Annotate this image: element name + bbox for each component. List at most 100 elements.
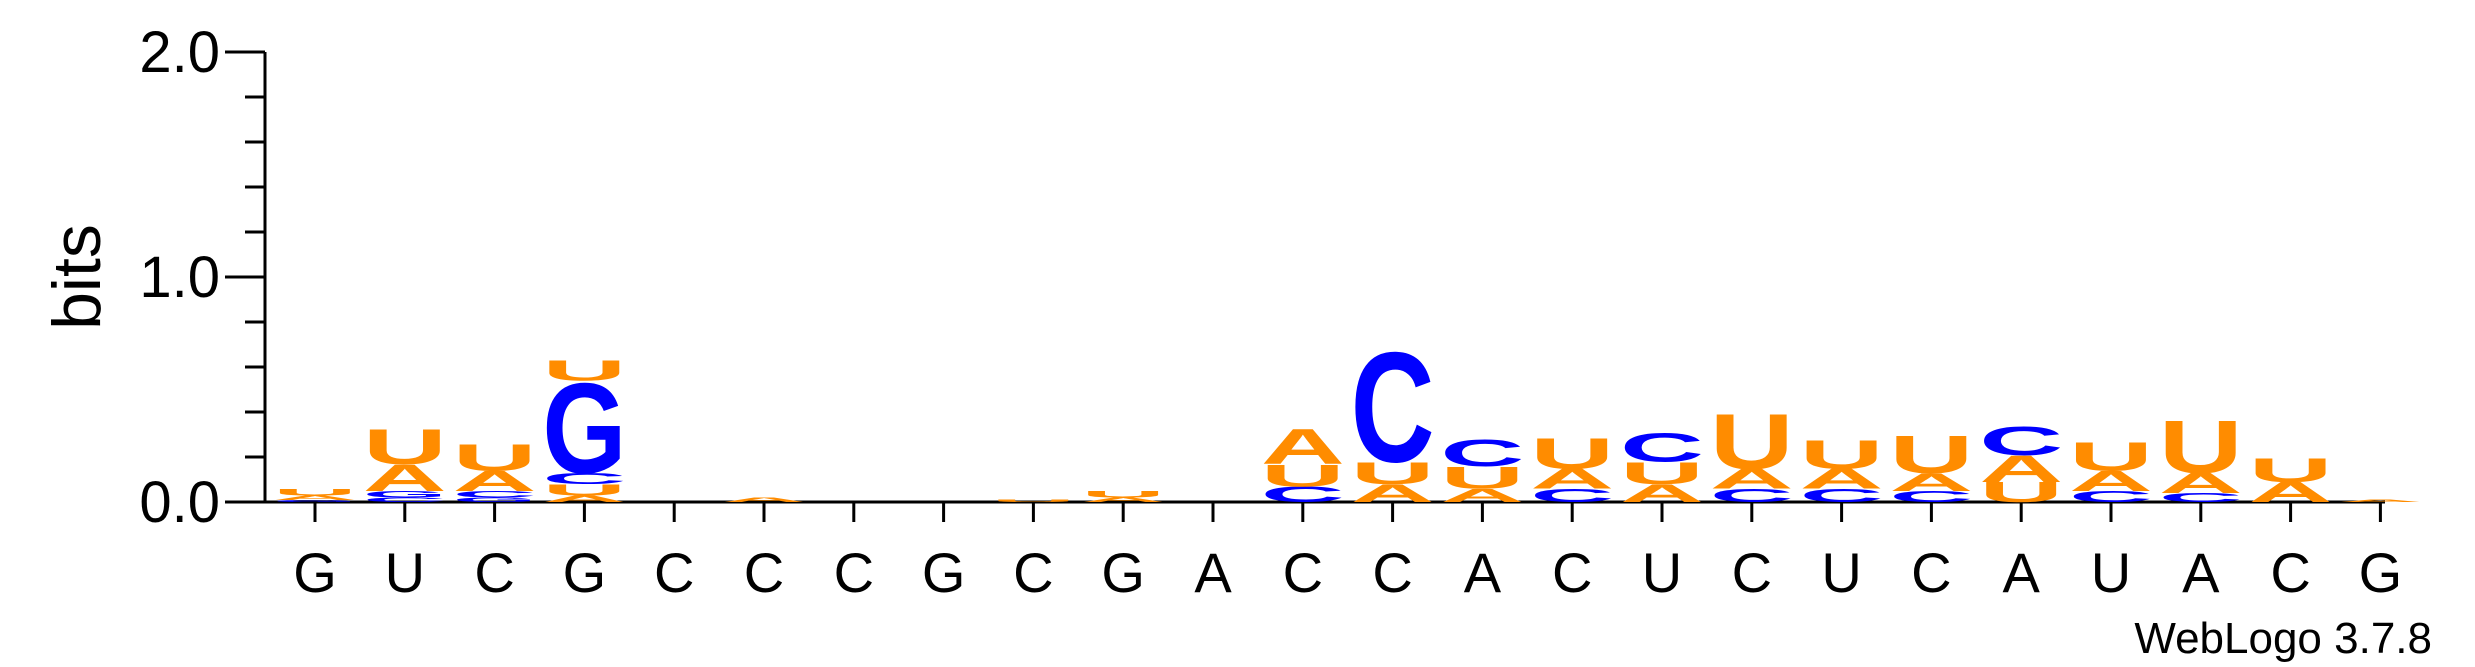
- logo-letter: G: [363, 489, 447, 499]
- logo-letter: C: [2159, 491, 2243, 505]
- logo-letter: C: [1530, 485, 1614, 506]
- x-tick-label: G: [293, 541, 337, 604]
- logo-letter: U: [1889, 425, 1973, 485]
- x-tick-label: C: [654, 541, 694, 604]
- logo-column: CUA: [1261, 418, 1345, 506]
- logo-letter: C: [1261, 482, 1345, 507]
- logo-letter: A: [1620, 479, 1704, 507]
- logo-letter: C: [1889, 488, 1973, 506]
- logo-letter: G: [273, 499, 357, 502]
- x-tick-label: G: [922, 541, 966, 604]
- x-tick-label: G: [2359, 541, 2403, 604]
- logo-letter: A: [273, 494, 357, 501]
- logo-letter: C: [363, 496, 447, 503]
- logo-column: CAU: [2159, 404, 2243, 504]
- x-tick-label: C: [474, 541, 514, 604]
- logo-letter: G: [453, 496, 537, 503]
- x-tick-label: U: [385, 541, 425, 604]
- logo-letter: A: [1530, 463, 1614, 495]
- logo-letter: C: [1440, 432, 1524, 474]
- logo-letter: A: [722, 496, 806, 503]
- logo-letter: C: [2069, 488, 2153, 506]
- logo-letter: U: [1979, 476, 2063, 508]
- logo-column: AUC: [1351, 321, 1435, 508]
- logo-letter: U: [1620, 456, 1704, 491]
- x-tick-label: C: [1283, 541, 1323, 604]
- y-tick-label: 0.0: [139, 470, 220, 535]
- x-tick-label: C: [1013, 541, 1053, 604]
- y-axis-label: bits: [39, 224, 115, 330]
- logo-letter: C: [1800, 485, 1884, 506]
- logo-letter: U: [1530, 428, 1614, 478]
- logo-column: AU: [1081, 489, 1165, 503]
- logo-column: GAU: [273, 487, 357, 503]
- x-tick-label: C: [1552, 541, 1592, 604]
- y-tick-label: 2.0: [139, 20, 220, 85]
- y-tick-label: 1.0: [139, 245, 220, 310]
- logo-letter: U: [2159, 404, 2243, 489]
- logo-letter: G: [542, 357, 626, 501]
- logo-letter: A: [1440, 485, 1524, 506]
- x-tick-label: C: [744, 541, 784, 604]
- y-ticks: 0.0 1.0 2.0: [139, 20, 265, 535]
- logo-letter: C: [1351, 321, 1435, 496]
- logo-letter: U: [273, 487, 357, 498]
- weblogo-version: WebLogo 3.7.8: [2134, 614, 2432, 663]
- logo-letter: A: [1889, 468, 1973, 496]
- logo-letter: U: [1351, 456, 1435, 491]
- logo-letter: A: [1351, 479, 1435, 507]
- logo-letter: U: [1800, 432, 1884, 477]
- x-tick-label: C: [1911, 541, 1951, 604]
- logo-letter: A: [2249, 476, 2333, 508]
- x-tick-label: A: [1464, 541, 1502, 604]
- logo-letter: U: [363, 418, 447, 474]
- x-tick-label: U: [2091, 541, 2131, 604]
- logo-letter: C: [1710, 485, 1794, 506]
- logo-letter: U: [1440, 460, 1524, 495]
- x-tick-label: C: [834, 541, 874, 604]
- x-tick-label: C: [1372, 541, 1412, 604]
- logo-letter: U: [453, 437, 537, 479]
- x-tick-label: C: [2270, 541, 2310, 604]
- logo-column: AUC: [1620, 425, 1704, 507]
- logo-letter: A: [1710, 463, 1794, 495]
- logo-letter: U: [1710, 398, 1794, 486]
- logo-column: AU: [2249, 451, 2333, 508]
- logo-column: CAU: [1710, 398, 1794, 506]
- logo-letter: U: [991, 499, 1075, 502]
- logo-letter: U: [542, 355, 626, 387]
- x-tick-label: G: [1101, 541, 1145, 604]
- logo-letter: U: [1081, 489, 1165, 500]
- x-tick-label: C: [1732, 541, 1772, 604]
- logo-letter: C: [1979, 418, 2063, 463]
- logo-column: AUC: [1440, 432, 1524, 506]
- logo-letter: A: [2159, 467, 2243, 499]
- logo-letter: A: [453, 465, 537, 497]
- x-tick-label: U: [1821, 541, 1861, 604]
- logo-column: CAU: [1889, 425, 1973, 505]
- logo-letter: A: [2338, 499, 2422, 502]
- x-tick-label: G: [563, 541, 607, 604]
- x-tick-label: U: [1642, 541, 1682, 604]
- x-tick-label: A: [2182, 541, 2220, 604]
- logo-letter: C: [1620, 425, 1704, 470]
- logo-letter: A: [1800, 463, 1884, 495]
- logo-letter: A: [542, 494, 626, 505]
- logo-column: UAC: [1979, 418, 2063, 508]
- logo-column: U: [991, 499, 1075, 502]
- logo-letter: U: [2249, 451, 2333, 490]
- logo-letter: A: [363, 457, 447, 499]
- logo-letter: U: [542, 481, 626, 499]
- logo-letter: U: [1261, 458, 1345, 493]
- logo-column: A: [2338, 499, 2422, 502]
- logo-letter: U: [2069, 434, 2153, 479]
- logo-column: CAU: [1530, 428, 1614, 506]
- logo-letter: A: [1261, 418, 1345, 474]
- logo-letter: A: [1081, 496, 1165, 503]
